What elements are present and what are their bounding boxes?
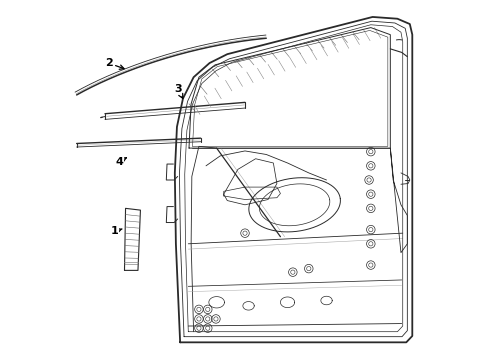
Text: 4: 4 bbox=[115, 157, 126, 167]
Text: 2: 2 bbox=[105, 58, 124, 69]
Text: 3: 3 bbox=[174, 84, 183, 98]
Text: 1: 1 bbox=[111, 226, 122, 237]
